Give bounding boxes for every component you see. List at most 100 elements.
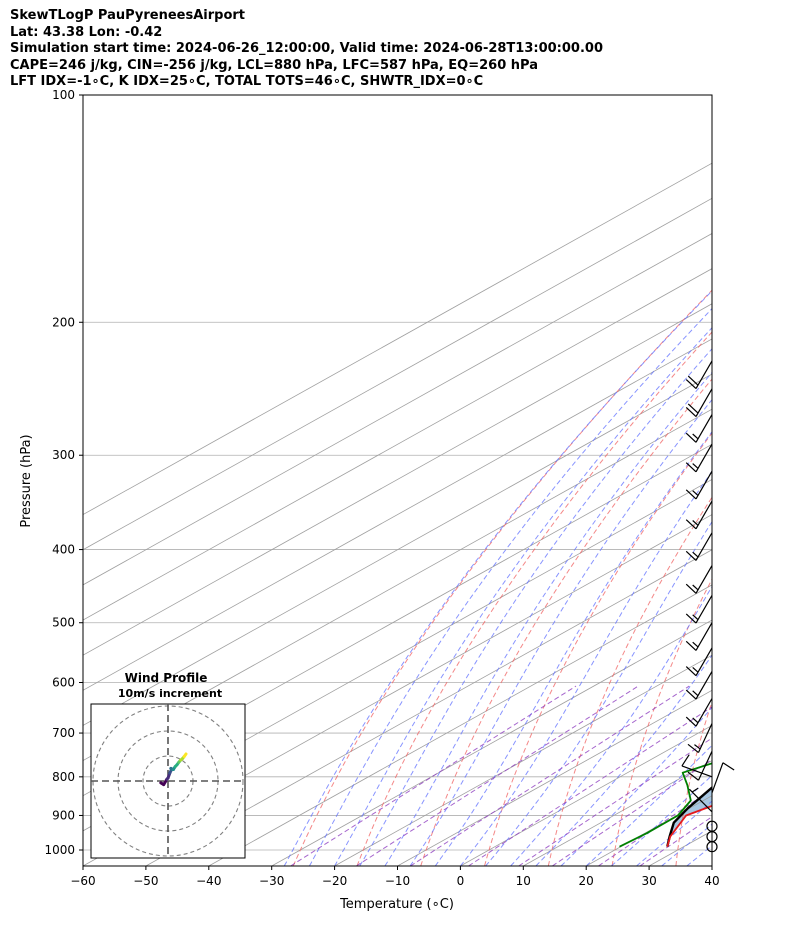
wind-barb	[685, 698, 713, 727]
wind-barb	[681, 754, 713, 778]
x-tick-label: 20	[579, 874, 594, 888]
hodograph-plot	[91, 704, 245, 858]
x-tick-label: 30	[641, 874, 656, 888]
x-tick-label: −30	[259, 874, 284, 888]
wind-barb	[711, 762, 735, 794]
mixing-ratio-line	[552, 758, 712, 866]
y-tick-label: 300	[52, 448, 75, 462]
dry-adiabat	[675, 700, 712, 866]
cape-line: CAPE=246 j/kg, CIN=-256 j/kg, LCL=880 hP…	[10, 57, 538, 73]
parcel-line	[666, 785, 712, 847]
chart-header: SkewTLogP PauPyreneesAirport Lat: 43.38 …	[10, 8, 603, 91]
time-line: Simulation start time: 2024-06-26_12:00:…	[10, 41, 603, 56]
moist-adiabat	[359, 348, 712, 866]
dry-adiabat	[611, 578, 712, 866]
mixing-ratio-lines	[290, 685, 712, 866]
wind-barb	[685, 414, 713, 443]
wind-barb	[685, 647, 713, 677]
isotherm	[83, 233, 712, 586]
wind-barb	[685, 532, 713, 561]
moist-adiabat	[460, 470, 712, 866]
hodograph-segment	[182, 752, 188, 759]
isotherm	[83, 479, 712, 832]
isotherm	[83, 514, 712, 866]
y-axis-ticks: 100 200 300 400 500 600 700 800 900 1000	[44, 88, 83, 857]
moist-adiabat	[535, 654, 712, 866]
moist-adiabat	[384, 371, 712, 866]
moist-adiabat	[409, 398, 712, 866]
isotherm	[83, 338, 712, 691]
x-tick-label: −60	[70, 874, 95, 888]
mixing-ratio-line	[468, 706, 712, 866]
dry-adiabat	[740, 95, 794, 866]
y-tick-label: 700	[52, 726, 75, 740]
x-tick-label: −50	[133, 874, 158, 888]
moist-adiabat	[611, 774, 712, 866]
y-tick-label: 600	[52, 676, 75, 690]
hodograph: Wind Profile 10m/s increment	[90, 671, 246, 859]
moist-adiabats	[283, 290, 712, 866]
isotherm	[83, 162, 712, 516]
y-tick-label: 200	[52, 315, 75, 329]
hodograph-title: Wind Profile	[125, 671, 208, 685]
wind-barb	[688, 787, 713, 813]
wind-barb	[685, 565, 713, 594]
wind-barb	[685, 500, 713, 530]
pressure-gridlines	[83, 95, 712, 851]
profile-lines	[619, 762, 712, 848]
x-tick-label: −40	[196, 874, 221, 888]
isotherm	[271, 619, 712, 866]
isotherm	[83, 373, 712, 726]
wind-barb	[687, 723, 713, 754]
hodograph-subtitle: 10m/s increment	[118, 687, 222, 700]
isotherm	[711, 865, 712, 866]
moist-adiabat	[510, 585, 712, 866]
y-tick-label: 100	[52, 88, 75, 102]
x-tick-label: 0	[457, 874, 465, 888]
moist-adiabat	[560, 706, 712, 866]
wind-barb	[685, 671, 713, 700]
isotherm	[83, 268, 712, 621]
y-tick-label: 900	[52, 808, 75, 822]
y-tick-label: 400	[52, 543, 75, 557]
isotherm	[208, 584, 712, 866]
location-line: Lat: 43.38 Lon: -0.42	[10, 24, 163, 40]
moist-adiabat	[711, 865, 712, 866]
isotherm	[334, 654, 712, 866]
wind-barb	[685, 443, 713, 473]
moist-adiabat	[308, 307, 712, 866]
wind-barb	[687, 751, 713, 781]
wind-barbs	[681, 360, 735, 853]
dry-adiabat	[484, 432, 712, 866]
station-title: SkewTLogP PauPyreneesAirport	[10, 8, 246, 23]
isotherm	[397, 689, 712, 866]
isotherm	[460, 724, 712, 866]
y-tick-label: 800	[52, 770, 75, 784]
x-tick-label: −20	[322, 874, 347, 888]
index-line: LFT IDX=-1∘C, K IDX=25∘C, TOTAL TOTS=46∘…	[10, 74, 484, 89]
y-axis-label: Pressure (hPa)	[19, 434, 34, 527]
moist-adiabat	[485, 520, 712, 866]
wind-barb	[706, 820, 718, 832]
x-tick-label: 10	[516, 874, 531, 888]
wind-barb	[685, 470, 713, 500]
isotherm	[83, 303, 712, 656]
dewpoint-line	[619, 762, 712, 848]
wind-barb	[685, 360, 713, 390]
mixing-ratio-line	[410, 685, 690, 866]
wind-barb	[685, 622, 713, 651]
dry-adiabat	[420, 378, 712, 866]
x-axis-ticks: −60 −50 −40 −30 −20 −10 0 10 20 30 40	[70, 866, 720, 888]
wind-barb	[685, 388, 713, 417]
moist-adiabat	[334, 327, 712, 866]
x-axis-label: Temperature (∘C)	[339, 897, 454, 912]
wind-barb	[685, 595, 713, 624]
mixing-ratio-line	[518, 737, 712, 866]
y-tick-label: 1000	[44, 843, 75, 857]
x-tick-label: 40	[704, 874, 719, 888]
mixing-ratio-line	[290, 685, 577, 866]
moist-adiabat	[636, 800, 712, 866]
x-tick-label: −10	[385, 874, 410, 888]
dry-adiabat	[356, 331, 712, 866]
